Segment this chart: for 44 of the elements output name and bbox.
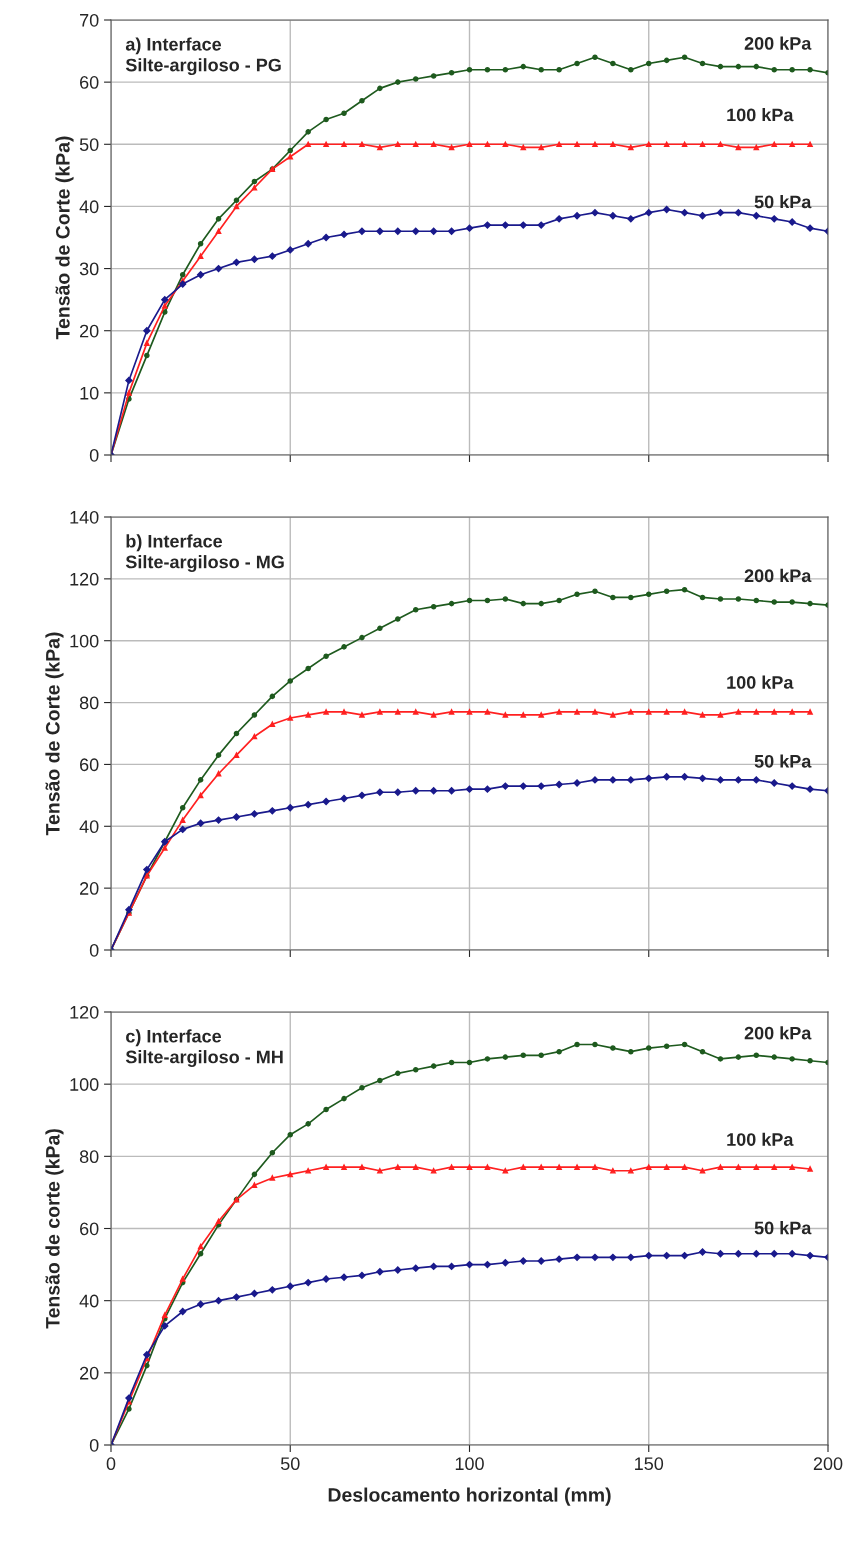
y-tick-label: 120 [70, 572, 99, 586]
y-tick-label: 20 [80, 324, 99, 338]
y-tick-label: 100 [70, 1078, 99, 1091]
y-tick-label: 100 [70, 634, 99, 648]
y-tick-label: 80 [79, 696, 99, 710]
y-tick-label: 140 [70, 510, 99, 524]
y-tick-label: 80 [79, 1150, 99, 1164]
y-tick-label: 40 [79, 1294, 99, 1308]
series-label: 50 kPa [754, 1221, 812, 1235]
series-label: 200 kPa [744, 568, 812, 583]
y-tick-label: 0 [89, 943, 99, 957]
y-tick-label: 60 [80, 1222, 99, 1236]
annotation: c) Interface Silte-argiloso - MH [125, 1029, 283, 1067]
y-tick-label: 20 [80, 1366, 99, 1380]
y-axis-title: Tensão de corte (kPa) [45, 1129, 64, 1329]
x-tick-label: 100 [455, 1457, 484, 1471]
series-label: 50 kPa [754, 195, 812, 209]
y-tick-label: 30 [79, 262, 99, 276]
series-label: 100 kPa [727, 675, 794, 689]
series-label: 100 kPa [727, 108, 794, 122]
series-label: 50 kPa [754, 754, 812, 768]
series-label: 200 kPa [744, 1026, 812, 1040]
series-label: 200 kPa [744, 36, 812, 50]
y-tick-label: 120 [70, 1005, 99, 1019]
y-axis-title: Tensão de Corte (kPa) [45, 632, 64, 836]
y-tick-label: 20 [80, 882, 99, 895]
x-tick-label: 200 [813, 1457, 843, 1471]
x-tick-label: 0 [106, 1457, 116, 1471]
y-axis-title: Tensão de Corte (kPa) [55, 136, 74, 340]
annotation: b) Interface Silte-argiloso - MG [125, 534, 284, 572]
y-tick-label: 0 [89, 448, 99, 462]
y-tick-label: 50 [79, 138, 99, 152]
y-tick-label: 0 [89, 1438, 99, 1452]
y-tick-label: 60 [80, 758, 99, 772]
y-tick-label: 40 [79, 820, 99, 834]
x-axis-title: Deslocamento horizontal (mm) [328, 1487, 611, 1506]
y-tick-label: 60 [80, 76, 99, 89]
y-tick-label: 10 [80, 386, 99, 400]
annotation: a) Interface Silte-argiloso - PG [125, 37, 281, 76]
y-tick-label: 40 [79, 200, 99, 214]
x-tick-label: 150 [635, 1457, 664, 1471]
x-tick-label: 50 [280, 1457, 300, 1471]
y-tick-label: 70 [80, 13, 99, 27]
series-label: 100 kPa [727, 1132, 794, 1146]
